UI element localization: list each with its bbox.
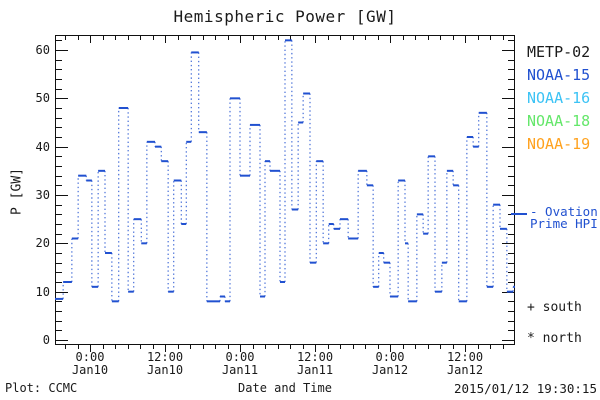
svg-text:Jan11: Jan11 bbox=[222, 363, 258, 377]
svg-text:40: 40 bbox=[36, 140, 50, 154]
svg-text:Jan12: Jan12 bbox=[372, 363, 408, 377]
y-axis-label: P [GW] bbox=[9, 168, 25, 215]
legend-item-noaa-18: NOAA-18 bbox=[527, 112, 591, 130]
ovation-line-sample-icon bbox=[511, 213, 527, 215]
satellite-legend: METP-02 NOAA-15 NOAA-16 NOAA-18 NOAA-19 bbox=[527, 41, 590, 156]
svg-text:Jan10: Jan10 bbox=[72, 363, 108, 377]
page-title: Hemispheric Power [GW] bbox=[173, 7, 397, 26]
svg-text:50: 50 bbox=[36, 91, 50, 105]
legend-item-noaa-15: NOAA-15 bbox=[527, 66, 591, 84]
plot-source-label: Plot: CCMC bbox=[5, 381, 78, 395]
legend-item-noaa-19: NOAA-19 bbox=[527, 135, 591, 153]
ovation-label-line1: - Ovation bbox=[530, 204, 598, 219]
south-marker-label: + south bbox=[527, 300, 582, 315]
ovation-prime-hpi-label: - Ovation Prime HPI bbox=[530, 204, 598, 231]
svg-text:12:00: 12:00 bbox=[297, 350, 333, 364]
svg-text:0: 0 bbox=[43, 333, 50, 347]
svg-text:12:00: 12:00 bbox=[447, 350, 483, 364]
svg-text:0:00: 0:00 bbox=[226, 350, 255, 364]
hpi-step-series bbox=[55, 39, 515, 303]
svg-text:Jan11: Jan11 bbox=[297, 363, 333, 377]
ovation-label-line2: Prime HPI bbox=[530, 216, 598, 231]
svg-text:0:00: 0:00 bbox=[76, 350, 105, 364]
svg-text:60: 60 bbox=[36, 43, 50, 57]
svg-text:0:00: 0:00 bbox=[376, 350, 405, 364]
svg-text:10: 10 bbox=[36, 285, 50, 299]
axes-box bbox=[55, 35, 515, 345]
tick-labels: 01020304050600:00Jan1012:00Jan100:00Jan1… bbox=[36, 43, 484, 377]
svg-text:Jan12: Jan12 bbox=[447, 363, 483, 377]
svg-text:20: 20 bbox=[36, 236, 50, 250]
legend-item-noaa-16: NOAA-16 bbox=[527, 89, 591, 107]
svg-text:30: 30 bbox=[36, 188, 50, 202]
svg-text:12:00: 12:00 bbox=[147, 350, 183, 364]
svg-text:Jan10: Jan10 bbox=[147, 363, 183, 377]
plot-timestamp: 2015/01/12 19:30:15 bbox=[454, 381, 597, 396]
legend-item-metp-02: METP-02 bbox=[527, 43, 591, 61]
north-marker-label: * north bbox=[527, 331, 582, 346]
x-axis-label: Date and Time bbox=[238, 381, 332, 395]
